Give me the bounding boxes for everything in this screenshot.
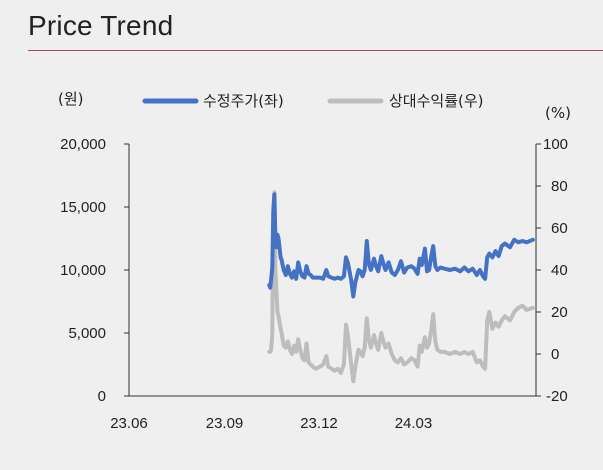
x-ticks: 23.06 23.09 23.12 24.03 — [110, 415, 432, 432]
y-right-ticks: 100 80 60 40 20 0 -20 — [543, 136, 568, 405]
x-tick-label: 24.03 — [395, 415, 433, 432]
y-left-unit: (원) — [58, 90, 84, 108]
series-line-relative-return — [267, 190, 535, 384]
y-right-tick-label: -20 — [546, 388, 568, 405]
y-left-tick-label: 10,000 — [60, 262, 106, 279]
plot-area — [124, 143, 541, 397]
y-left-ticks: 20,000 15,000 10,000 5,000 0 — [60, 136, 106, 405]
y-right-tick-label: 60 — [551, 220, 568, 237]
x-tick-label: 23.09 — [206, 415, 244, 432]
y-right-tick-label: 40 — [551, 262, 568, 279]
y-right-tick-label: 0 — [551, 346, 559, 363]
series-line-adjusted-price — [267, 192, 535, 299]
y-right-tick-label: 20 — [551, 304, 568, 321]
x-tick-label: 23.06 — [110, 415, 148, 432]
title-divider — [28, 50, 603, 51]
legend: 수정주가(좌) 상대수익률(우) — [142, 92, 484, 110]
y-right-unit: (%) — [545, 104, 571, 122]
y-left-tick-label: 5,000 — [68, 325, 106, 342]
x-tick-label: 23.12 — [300, 415, 338, 432]
page-title: Price Trend — [28, 10, 174, 41]
y-left-tick-label: 20,000 — [60, 136, 106, 153]
y-right-tick-label: 80 — [551, 178, 568, 195]
y-right-tick-label: 100 — [543, 136, 568, 153]
legend-label-relative: 상대수익률(우) — [389, 92, 484, 110]
y-left-tick-label: 0 — [98, 388, 106, 405]
legend-label-price: 수정주가(좌) — [203, 92, 284, 110]
y-left-tick-label: 15,000 — [60, 199, 106, 216]
